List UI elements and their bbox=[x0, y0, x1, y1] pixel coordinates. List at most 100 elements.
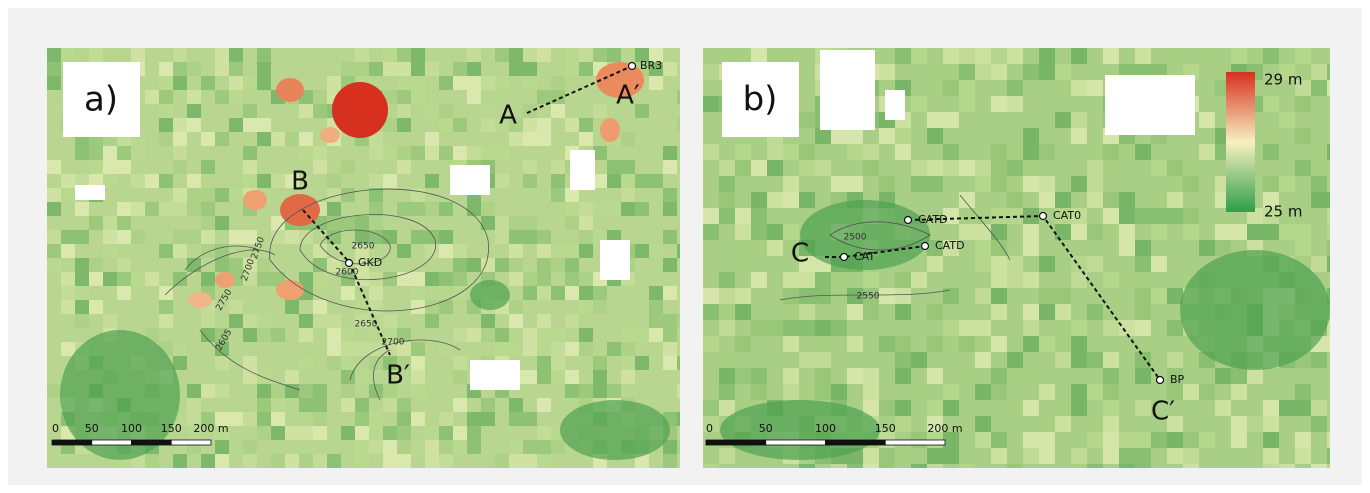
map-cell bbox=[481, 104, 495, 118]
map-cell bbox=[103, 174, 117, 188]
map-cell bbox=[257, 174, 271, 188]
map-cell bbox=[783, 320, 799, 336]
no-data bbox=[470, 360, 520, 390]
map-cell bbox=[187, 90, 201, 104]
map-cell bbox=[383, 48, 397, 62]
map-cell bbox=[327, 174, 341, 188]
map-cell bbox=[411, 440, 425, 454]
map-cell bbox=[355, 398, 369, 412]
map-cell bbox=[509, 132, 523, 146]
map-cell bbox=[439, 412, 453, 426]
station-label: GKD bbox=[358, 256, 382, 269]
map-cell bbox=[495, 342, 509, 356]
map-cell bbox=[327, 454, 341, 468]
map-cell bbox=[439, 104, 453, 118]
map-cell bbox=[1103, 416, 1119, 432]
green-zone bbox=[560, 400, 670, 460]
map-cell bbox=[145, 90, 159, 104]
map-cell bbox=[1199, 384, 1215, 400]
map-cell bbox=[229, 314, 243, 328]
map-cell bbox=[815, 336, 831, 352]
map-cell bbox=[397, 398, 411, 412]
map-cell bbox=[495, 328, 509, 342]
map-cell bbox=[783, 288, 799, 304]
map-cell bbox=[1167, 176, 1183, 192]
map-cell bbox=[703, 256, 719, 272]
no-data bbox=[450, 165, 490, 195]
map-cell bbox=[355, 370, 369, 384]
map-cell bbox=[621, 188, 635, 202]
map-cell bbox=[1199, 144, 1215, 160]
map-cell bbox=[453, 258, 467, 272]
map-cell bbox=[1087, 176, 1103, 192]
map-cell bbox=[425, 314, 439, 328]
map-cell bbox=[927, 448, 943, 464]
map-cell bbox=[783, 304, 799, 320]
map-cell bbox=[411, 202, 425, 216]
map-cell bbox=[879, 448, 895, 464]
map-cell bbox=[579, 328, 593, 342]
map-cell bbox=[831, 272, 847, 288]
map-cell bbox=[397, 202, 411, 216]
map-cell bbox=[313, 314, 327, 328]
map-cell bbox=[425, 132, 439, 146]
map-cell bbox=[1135, 400, 1151, 416]
map-cell bbox=[1039, 48, 1055, 64]
map-cell bbox=[159, 286, 173, 300]
map-cell bbox=[895, 352, 911, 368]
map-cell bbox=[959, 320, 975, 336]
map-cell bbox=[1007, 48, 1023, 64]
map-cell bbox=[943, 336, 959, 352]
map-cell bbox=[1055, 336, 1071, 352]
map-cell bbox=[649, 76, 663, 90]
scale-label: 100 bbox=[121, 422, 142, 435]
map-cell bbox=[215, 440, 229, 454]
map-cell bbox=[895, 448, 911, 464]
map-cell bbox=[523, 272, 537, 286]
map-cell bbox=[425, 300, 439, 314]
map-cell bbox=[257, 62, 271, 76]
map-cell bbox=[467, 90, 481, 104]
map-cell bbox=[895, 400, 911, 416]
map-cell bbox=[579, 48, 593, 62]
map-cell bbox=[663, 146, 677, 160]
map-cell bbox=[173, 132, 187, 146]
map-cell bbox=[453, 440, 467, 454]
map-cell bbox=[1071, 400, 1087, 416]
station-label: BP bbox=[1170, 373, 1185, 386]
map-cell bbox=[215, 48, 229, 62]
map-cell bbox=[537, 90, 551, 104]
map-cell bbox=[1055, 352, 1071, 368]
map-cell bbox=[1167, 208, 1183, 224]
map-cell bbox=[719, 448, 735, 464]
map-cell bbox=[895, 64, 911, 80]
map-cell bbox=[75, 300, 89, 314]
map-cell bbox=[1071, 112, 1087, 128]
map-cell bbox=[131, 48, 145, 62]
map-cell bbox=[635, 328, 649, 342]
map-cell bbox=[1151, 432, 1167, 448]
map-cell bbox=[1119, 144, 1135, 160]
map-cell bbox=[1183, 384, 1199, 400]
map-cell bbox=[1103, 48, 1119, 64]
map-cell bbox=[397, 62, 411, 76]
map-cell bbox=[991, 368, 1007, 384]
map-cell bbox=[75, 202, 89, 216]
map-cell bbox=[1039, 432, 1055, 448]
scale-segment bbox=[132, 440, 172, 445]
map-cell bbox=[243, 440, 257, 454]
map-cell bbox=[751, 384, 767, 400]
map-cell bbox=[201, 216, 215, 230]
map-cell bbox=[75, 146, 89, 160]
map-cell bbox=[439, 426, 453, 440]
map-cell bbox=[187, 398, 201, 412]
map-cell bbox=[1135, 240, 1151, 256]
map-cell bbox=[1151, 160, 1167, 176]
map-cell bbox=[1103, 432, 1119, 448]
map-cell bbox=[1215, 224, 1231, 240]
map-cell bbox=[1279, 400, 1295, 416]
map-cell bbox=[895, 272, 911, 288]
map-cell bbox=[103, 146, 117, 160]
map-cell bbox=[523, 286, 537, 300]
map-cell bbox=[61, 342, 75, 356]
